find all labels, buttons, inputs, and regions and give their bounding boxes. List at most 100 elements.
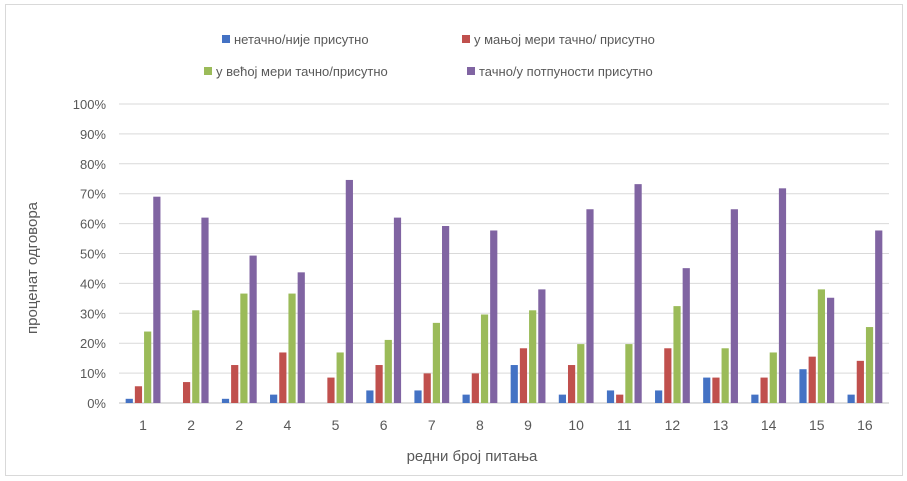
x-tick-label: 12 — [665, 417, 681, 433]
bar — [606, 390, 615, 403]
bar — [827, 297, 835, 403]
y-tick-label: 30% — [80, 306, 106, 321]
x-axis-ticks: 1 2 2 4 5 6 7 8 9 10 11 12 13 14 15 16 — [139, 417, 873, 433]
bar — [393, 217, 402, 403]
x-tick-label: 1 — [139, 417, 147, 433]
bar — [480, 314, 489, 403]
bar — [577, 344, 585, 403]
bar — [586, 209, 594, 403]
x-tick-label: 5 — [332, 417, 340, 433]
x-tick-label: 15 — [809, 417, 825, 433]
bar — [567, 365, 576, 403]
bar — [655, 390, 663, 403]
bar — [538, 289, 546, 403]
bars — [125, 179, 883, 403]
bar — [221, 398, 230, 403]
bar — [519, 348, 528, 403]
bar — [182, 382, 191, 403]
bar — [703, 377, 711, 403]
bar — [730, 209, 738, 403]
bar — [192, 310, 200, 403]
bar — [366, 390, 374, 403]
x-tick-label: 13 — [713, 417, 729, 433]
bar — [375, 365, 383, 403]
bar — [270, 394, 278, 403]
x-tick-label: 2 — [187, 417, 195, 433]
bar — [751, 394, 759, 403]
x-tick-label: 16 — [857, 417, 873, 433]
legend-label: у мањој мери тачно/ присутно — [474, 32, 655, 47]
x-tick-label: 6 — [380, 417, 388, 433]
y-tick-label: 50% — [80, 247, 106, 262]
bar — [490, 230, 498, 403]
bar — [384, 339, 392, 403]
bar — [462, 394, 470, 403]
y-tick-label: 80% — [80, 157, 106, 172]
x-tick-label: 7 — [428, 417, 436, 433]
bar — [432, 322, 441, 403]
x-tick-label: 8 — [476, 417, 484, 433]
bar — [760, 377, 768, 403]
bar — [712, 377, 720, 403]
bar — [144, 331, 152, 403]
x-tick-label: 2 — [235, 417, 243, 433]
bar — [817, 289, 826, 403]
x-tick-label: 11 — [617, 417, 632, 433]
legend-swatch — [462, 35, 470, 43]
bar — [125, 398, 133, 403]
y-tick-label: 10% — [80, 366, 106, 381]
bar — [423, 373, 431, 403]
bar — [134, 386, 143, 403]
y-tick-label: 0% — [87, 396, 106, 411]
y-tick-label: 100% — [73, 97, 107, 112]
bar — [664, 348, 672, 403]
bar — [799, 369, 807, 403]
bar — [856, 360, 864, 403]
x-tick-label: 14 — [761, 417, 777, 433]
bar — [778, 188, 787, 403]
y-tick-label: 60% — [80, 217, 106, 232]
bar — [529, 310, 537, 403]
legend-label: у већој мери тачно/присутно — [216, 64, 388, 79]
bar — [682, 268, 690, 403]
legend-swatch — [467, 67, 475, 75]
bar — [297, 272, 305, 403]
y-axis-title: проценат одговора — [24, 201, 41, 334]
bar — [327, 377, 335, 403]
x-tick-label: 4 — [284, 417, 292, 433]
bar — [442, 225, 450, 403]
bar — [279, 352, 287, 403]
bar — [201, 217, 209, 403]
y-tick-label: 40% — [80, 276, 106, 291]
bar — [510, 365, 518, 403]
bar — [231, 365, 239, 403]
bar — [345, 179, 353, 403]
x-axis-title: редни број питања — [407, 448, 538, 465]
bar — [153, 196, 161, 403]
y-tick-label: 70% — [80, 187, 106, 202]
x-tick-label: 10 — [568, 417, 584, 433]
bar-chart: нетачно/није присутно у мањој мери тачно… — [24, 32, 889, 465]
bar — [769, 352, 777, 403]
bar — [558, 394, 566, 403]
bar — [625, 344, 633, 403]
legend-label: тачно/у потпуности присутно — [479, 64, 653, 79]
bar — [865, 327, 874, 403]
legend: нетачно/није присутно у мањој мери тачно… — [204, 32, 655, 79]
bar — [673, 306, 681, 403]
legend-label: нетачно/није присутно — [234, 32, 369, 47]
bar — [634, 184, 642, 403]
chart-area: нетачно/није присутно у мањој мери тачно… — [5, 4, 903, 476]
x-tick-label: 9 — [524, 417, 532, 433]
legend-swatch — [204, 67, 212, 75]
bar — [721, 348, 729, 403]
bar — [414, 390, 422, 403]
legend-swatch — [222, 35, 230, 43]
bar — [808, 356, 816, 403]
bar — [336, 352, 344, 403]
bar — [288, 293, 296, 403]
y-tick-label: 20% — [80, 336, 106, 351]
bar — [847, 394, 855, 403]
bar — [240, 293, 248, 403]
bar — [616, 394, 624, 403]
